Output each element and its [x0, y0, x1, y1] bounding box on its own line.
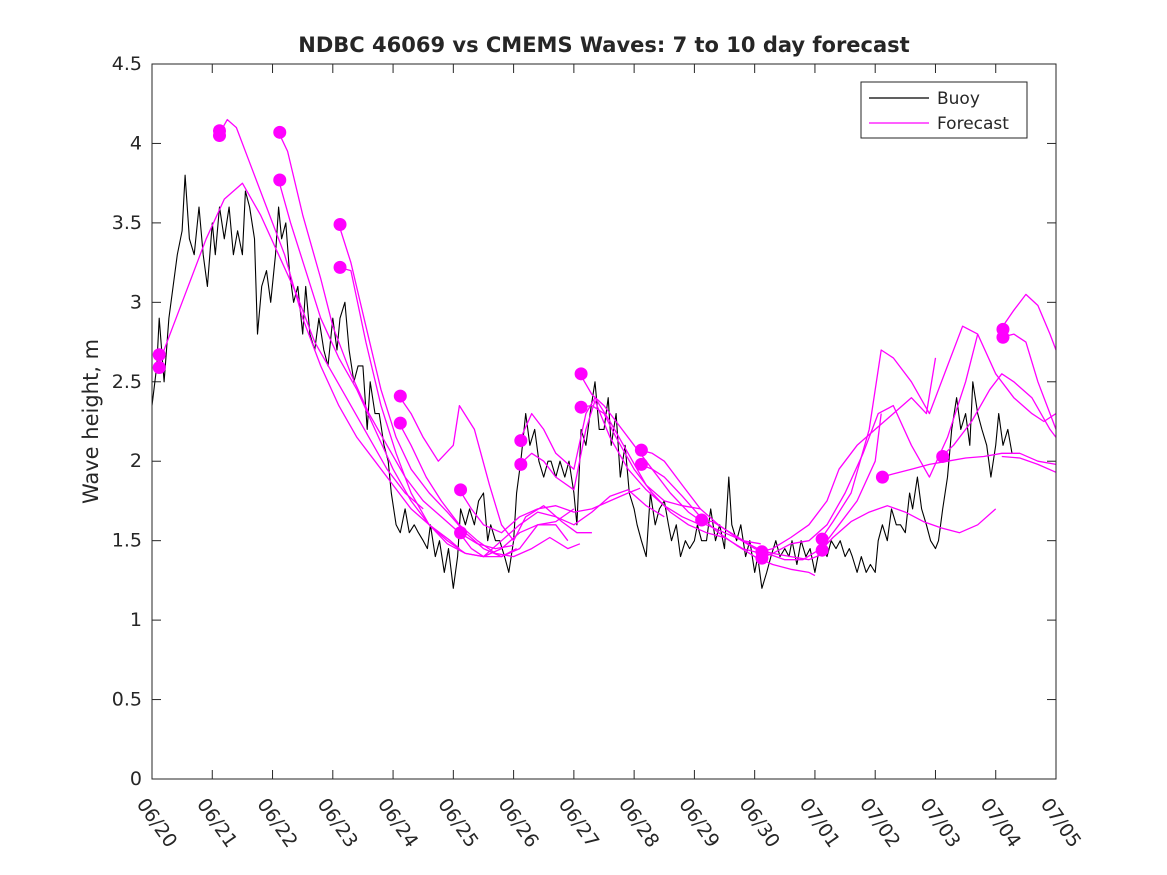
- forecast-start-marker: [936, 449, 950, 463]
- legend-label: Forecast: [937, 114, 1009, 134]
- y-tick-label: 4.5: [112, 53, 142, 75]
- forecast-series-line: [820, 325, 1057, 540]
- forecast-start-marker: [393, 416, 407, 430]
- forecast-start-marker: [634, 443, 648, 457]
- forecast-start-marker: [574, 400, 588, 414]
- forecast-start-marker: [454, 483, 468, 497]
- legend-box: [860, 81, 1028, 139]
- y-tick-label: 2.5: [112, 371, 142, 393]
- legend-label: Buoy: [937, 89, 980, 109]
- forecast-series-line: [941, 373, 1057, 457]
- forecast-series-line: [398, 422, 581, 558]
- forecast-series-line: [881, 452, 1057, 478]
- y-tick-label: 4: [130, 132, 142, 154]
- forecast-series-line: [700, 413, 882, 561]
- forecast-series-line: [157, 182, 424, 510]
- forecast-series-line: [760, 333, 979, 559]
- forecast-series-line: [639, 463, 816, 577]
- y-tick-label: 1: [130, 609, 142, 631]
- forecast-series-line: [1001, 293, 1057, 351]
- forecast-series-line: [760, 357, 937, 553]
- forecast-series-line: [1001, 455, 1057, 473]
- forecast-start-marker: [333, 217, 347, 231]
- forecast-start-marker: [875, 470, 889, 484]
- y-tick-label: 0: [130, 768, 142, 790]
- forecast-series-line: [579, 373, 761, 545]
- forecast-series-line: [338, 224, 575, 558]
- forecast-start-marker: [152, 360, 166, 374]
- forecast-start-markers: [152, 124, 1010, 565]
- forecast-series-line: [458, 487, 641, 534]
- forecast-start-marker: [273, 173, 287, 187]
- forecast-start-marker: [333, 260, 347, 274]
- y-tick-label: 1.5: [112, 530, 142, 552]
- series-layer: [151, 118, 1057, 589]
- plot-area: 00.511.522.533.544.506/20 06/21 06/22 06/23…: [112, 53, 1086, 852]
- forecast-start-marker: [514, 457, 528, 471]
- y-tick-label: 3: [130, 291, 142, 313]
- forecast-start-marker: [393, 389, 407, 403]
- forecast-start-marker: [815, 532, 829, 546]
- forecast-start-marker: [695, 513, 709, 527]
- y-tick-label: 2: [130, 450, 142, 472]
- chart-title: NDBC 46069 vs CMEMS Waves: 7 to 10 day f…: [298, 33, 909, 57]
- forecast-start-marker: [152, 348, 166, 362]
- forecast-series-line: [217, 118, 460, 550]
- y-tick-label: 0.5: [112, 689, 142, 711]
- forecast-series-line: [1001, 333, 1057, 430]
- forecast-start-marker: [574, 367, 588, 381]
- axes-box: [151, 63, 1057, 780]
- forecast-start-marker: [996, 330, 1010, 344]
- y-axis-label: Wave height, m: [79, 339, 103, 504]
- forecast-series-line: [278, 132, 514, 550]
- buoy-series-line: [151, 174, 1013, 589]
- forecast-start-marker: [454, 526, 468, 540]
- legend: Buoy Forecast: [860, 81, 1028, 139]
- forecast-start-marker: [273, 125, 287, 139]
- forecast-series-line: [458, 489, 665, 558]
- forecast-series-line: [820, 505, 997, 551]
- forecast-start-marker: [815, 543, 829, 557]
- forecast-start-marker: [634, 457, 648, 471]
- y-tick-label: 3.5: [112, 212, 142, 234]
- forecast-start-marker: [755, 551, 769, 565]
- forecast-start-marker: [212, 129, 226, 142]
- forecast-start-marker: [514, 434, 528, 448]
- forecast-series-line: [338, 266, 569, 558]
